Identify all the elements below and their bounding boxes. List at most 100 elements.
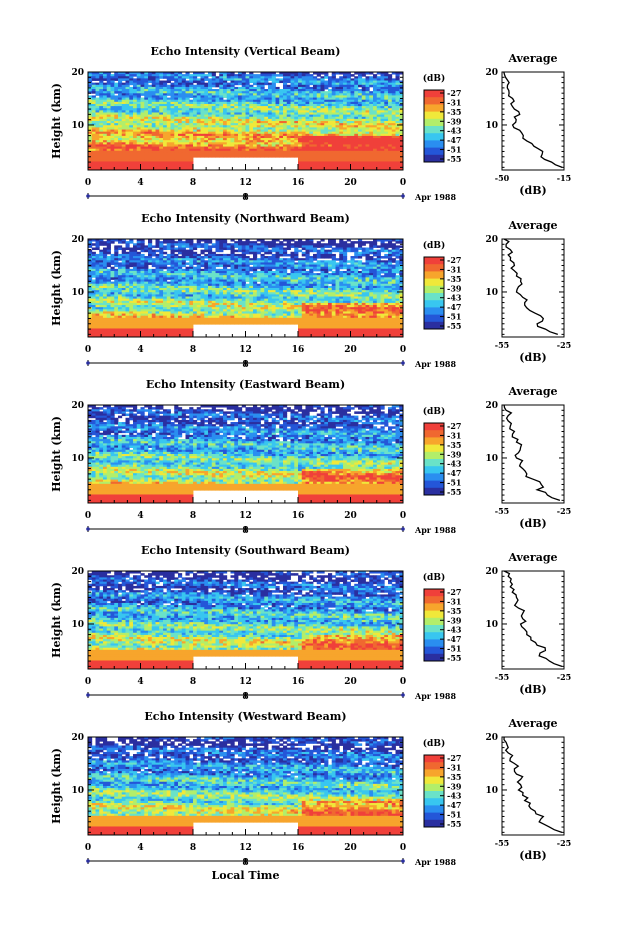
heatmap-cell xyxy=(151,101,156,105)
heatmap-cell xyxy=(279,155,284,158)
heatmap-cell xyxy=(316,114,321,118)
heatmap-cell xyxy=(249,110,254,113)
heatmap-cell xyxy=(234,82,239,86)
heatmap-cell xyxy=(331,93,336,96)
heatmap-cell xyxy=(268,86,273,90)
heatmap-cell xyxy=(151,97,156,101)
heatmap-cell xyxy=(95,82,100,86)
heatmap-cell xyxy=(286,266,291,270)
heatmap-cell xyxy=(313,89,318,92)
heatmap-cell xyxy=(399,91,404,94)
heatmap-cell xyxy=(384,80,389,84)
heatmap-cell xyxy=(189,110,194,113)
heatmap-cell xyxy=(309,110,314,113)
heatmap-cell xyxy=(140,82,145,86)
heatmap-cell xyxy=(316,72,321,75)
heatmap-cell xyxy=(226,114,231,118)
heatmap-cell xyxy=(275,103,280,107)
heatmap-cell xyxy=(395,112,400,116)
heatmap-cell xyxy=(155,112,160,116)
heatmap-cell xyxy=(301,78,306,81)
heatmap-cell xyxy=(305,110,310,113)
heatmap-cell xyxy=(286,97,291,101)
heatmap-cell xyxy=(155,103,160,107)
heatmap-cell xyxy=(181,82,186,86)
heatmap-cell xyxy=(253,86,258,90)
heatmap-cell xyxy=(118,86,123,90)
heatmap-cell xyxy=(95,93,100,96)
heatmap-cell xyxy=(230,101,235,105)
heatmap-cell xyxy=(219,249,224,253)
heatmap-cell xyxy=(136,91,141,94)
heatmap-cell xyxy=(395,99,400,103)
heatmap-cell xyxy=(249,74,254,77)
heatmap-cell xyxy=(309,74,314,77)
heatmap-cell xyxy=(226,84,231,88)
heatmap-cell xyxy=(95,116,100,120)
heatmap-cell xyxy=(305,80,310,84)
heatmap-cell xyxy=(290,101,295,105)
heatmap-cell xyxy=(320,93,325,96)
heatmap-cell xyxy=(358,76,363,79)
heatmap-cell xyxy=(245,106,250,109)
heatmap-cell xyxy=(223,99,228,103)
heatmap-cell xyxy=(358,74,363,77)
heatmap-cell xyxy=(103,110,108,113)
heatmap-cell xyxy=(365,112,370,116)
x-tick-label: 16 xyxy=(292,178,305,188)
heatmap-cell xyxy=(189,116,194,120)
heatmap-cell xyxy=(373,99,378,103)
heatmap-cell xyxy=(279,97,284,101)
heatmap-cell xyxy=(309,99,314,103)
heatmap-cell xyxy=(324,72,329,75)
heatmap-cell xyxy=(384,86,389,90)
heatmap-cell xyxy=(234,110,239,113)
heatmap-cell xyxy=(99,243,104,246)
heatmap-cell xyxy=(268,114,273,118)
heatmap-cell xyxy=(211,82,216,86)
heatmap-cell xyxy=(275,93,280,96)
heatmap-cell xyxy=(226,76,231,79)
heatmap-cell xyxy=(271,93,276,96)
heatmap-cell xyxy=(204,86,209,90)
heatmap-cell xyxy=(294,89,299,92)
heatmap-cell xyxy=(166,101,171,105)
heatmap-cell xyxy=(320,72,325,75)
heatmap-cell xyxy=(294,116,299,120)
heatmap-cell xyxy=(241,99,246,103)
heatmap-cell xyxy=(309,106,314,109)
heatmap-cell xyxy=(361,116,366,120)
heatmap-cell xyxy=(91,247,96,251)
heatmap-cell xyxy=(151,84,156,88)
heatmap-cell xyxy=(331,108,336,111)
heatmap-cell xyxy=(365,93,370,96)
heatmap-cell xyxy=(331,249,336,253)
heatmap-cell xyxy=(121,72,126,75)
heatmap-cell xyxy=(144,108,149,111)
heatmap-cell xyxy=(91,116,96,120)
heatmap-cell xyxy=(99,103,104,107)
heatmap-cell xyxy=(230,114,235,118)
heatmap-cell xyxy=(361,89,366,92)
heatmap-cell xyxy=(223,108,228,111)
heatmap-cell xyxy=(380,106,385,109)
heatmap-cell xyxy=(223,89,228,92)
heatmap-cell xyxy=(181,91,186,94)
heatmap-cell xyxy=(133,106,138,109)
heatmap-cell xyxy=(346,101,351,105)
heatmap-cell xyxy=(136,86,141,90)
heatmap-cell xyxy=(388,114,393,118)
heatmap-cell xyxy=(358,101,363,105)
heatmap-cell xyxy=(361,72,366,75)
heatmap-cell xyxy=(271,114,276,118)
heatmap-cell xyxy=(118,84,123,88)
heatmap-cell xyxy=(133,116,138,120)
heatmap-cell xyxy=(369,114,374,118)
heatmap-cell xyxy=(256,89,261,92)
heatmap-cell xyxy=(204,93,209,96)
heatmap-cell xyxy=(178,103,183,107)
heatmap-cell xyxy=(189,78,194,81)
heatmap-cell xyxy=(110,114,115,118)
heatmap-cell xyxy=(185,245,190,248)
heatmap-cell xyxy=(148,103,153,107)
